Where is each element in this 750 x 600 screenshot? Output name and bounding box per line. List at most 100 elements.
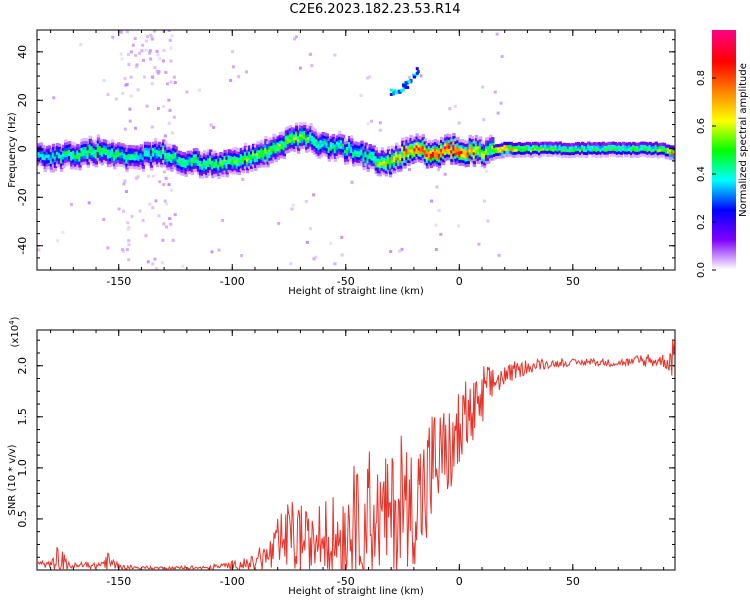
heatmap-cell <box>527 150 532 155</box>
heatmap-cell <box>433 144 438 148</box>
heatmap-cell <box>515 148 520 152</box>
heatmap-cell <box>237 154 242 158</box>
heatmap-cell <box>292 137 297 141</box>
heatmap-cell <box>80 144 84 148</box>
heatmap-cell <box>572 143 577 147</box>
heatmap-cell <box>145 144 150 148</box>
heatmap-cell <box>123 144 127 148</box>
heatmap-cell <box>456 157 460 161</box>
heatmap-cell <box>100 153 105 157</box>
heatmap-cell <box>591 148 595 152</box>
heatmap-cell <box>599 154 603 158</box>
colorbar-cell <box>712 180 736 183</box>
heatmap-cell <box>113 145 117 149</box>
heatmap-cell <box>517 141 522 146</box>
heatmap-cell <box>544 141 548 145</box>
heatmap-cell <box>415 136 419 140</box>
heatmap-cell <box>102 159 107 163</box>
heatmap-cell <box>566 151 571 155</box>
heatmap-cell <box>462 160 466 164</box>
heatmap-cell <box>104 146 109 150</box>
heatmap-cell <box>405 142 409 146</box>
heatmap-cell <box>200 166 205 170</box>
colorbar-cell <box>712 106 736 109</box>
heatmap-cell <box>513 148 517 152</box>
heatmap-cell <box>658 145 663 149</box>
heatmap-cell <box>654 153 658 157</box>
heatmap-cell <box>151 141 156 146</box>
heatmap-cell <box>378 149 383 154</box>
heatmap-cell <box>178 150 182 155</box>
heatmap-cell <box>102 150 107 155</box>
heatmap-cell <box>470 156 475 160</box>
heatmap-cell <box>96 143 101 147</box>
heatmap-cell <box>137 152 141 156</box>
heatmap-cell <box>464 155 468 159</box>
heatmap-cell <box>94 146 99 150</box>
heatmap-cell <box>115 143 119 147</box>
heatmap-cell <box>374 155 379 160</box>
heatmap-cell <box>364 157 368 161</box>
heatmap-cell <box>86 152 90 157</box>
heatmap-cell <box>493 147 497 151</box>
heatmap-cell <box>160 143 164 148</box>
colorbar-cell <box>712 88 736 91</box>
heatmap-cell <box>303 124 307 128</box>
colorbar-cell <box>712 64 736 67</box>
heatmap-cell <box>672 155 675 160</box>
heatmap-cell <box>190 166 195 170</box>
heatmap-cell <box>325 147 329 152</box>
heatmap-cell <box>442 161 446 166</box>
colorbar-cell <box>712 268 736 271</box>
heatmap-cell <box>266 158 270 162</box>
heatmap-cell <box>521 145 526 150</box>
heatmap-cell <box>243 165 248 170</box>
heatmap-cell <box>88 141 92 145</box>
heatmap-cell <box>98 142 103 147</box>
heatmap-cell <box>229 161 233 165</box>
heatmap-cell <box>376 172 381 177</box>
heatmap-feature-cell <box>389 92 393 96</box>
heatmap-cell <box>427 145 432 149</box>
heatmap-cell <box>448 142 452 146</box>
heatmap-cell <box>427 163 432 167</box>
heatmap-cell <box>274 150 278 154</box>
heatmap-speck <box>162 49 166 53</box>
heatmap-cell <box>180 169 184 173</box>
heatmap-cell <box>437 153 442 157</box>
heatmap-cell <box>178 162 182 166</box>
heatmap-speck <box>167 30 171 33</box>
heatmap-cell <box>405 157 409 161</box>
colorbar-cell <box>712 208 736 211</box>
heatmap-cell <box>94 149 99 153</box>
heatmap-speck <box>500 55 504 59</box>
heatmap-cell <box>82 152 86 156</box>
heatmap-cell <box>350 146 354 151</box>
heatmap-cell <box>274 158 278 163</box>
heatmap-cell <box>231 165 235 169</box>
colorbar-cell <box>712 220 736 223</box>
heatmap-cell <box>49 160 54 164</box>
heatmap-speck <box>127 239 131 243</box>
heatmap-speck <box>340 253 344 257</box>
heatmap-feature-cell <box>397 89 401 93</box>
heatmap-speck <box>127 62 131 66</box>
heatmap-cell <box>493 153 497 157</box>
heatmap-cell <box>376 169 381 174</box>
heatmap-cell <box>213 164 217 169</box>
heatmap-cell <box>153 152 158 156</box>
heatmap-cell <box>64 154 68 158</box>
heatmap-cell <box>108 143 113 147</box>
heatmap-cell <box>450 150 454 154</box>
heatmap-cell <box>270 160 274 164</box>
heatmap-cell <box>129 162 133 166</box>
heatmap-cell <box>556 154 560 158</box>
heatmap-cell <box>162 151 166 155</box>
heatmap-cell <box>503 147 507 151</box>
heatmap-speck <box>129 75 133 79</box>
heatmap-cell <box>262 149 266 154</box>
heatmap-cell <box>160 152 164 156</box>
heatmap-speck <box>408 75 412 79</box>
colorbar-cell <box>712 154 736 157</box>
heatmap-cell <box>43 157 47 161</box>
